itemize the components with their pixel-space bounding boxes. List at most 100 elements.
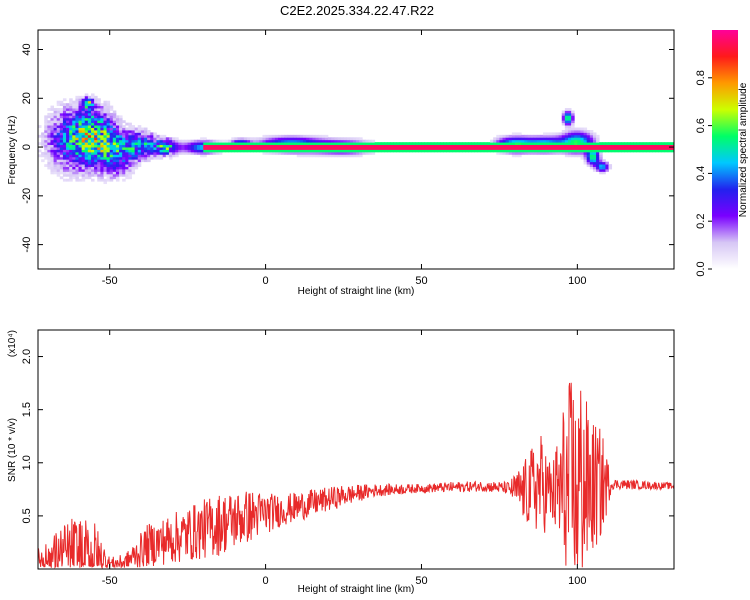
heatmap-cell: [84, 142, 89, 146]
heatmap-cell: [564, 137, 569, 141]
heatmap-cell: [156, 154, 160, 158]
heatmap-cell: [119, 120, 123, 124]
heatmap-cell: [596, 149, 600, 153]
heatmap-cell: [122, 151, 126, 155]
heatmap-cell: [62, 115, 67, 119]
heatmap-cell: [72, 176, 76, 180]
heatmap-cell: [47, 139, 51, 143]
heatmap-cell: [81, 100, 86, 104]
heatmap-cell: [78, 147, 83, 150]
heatmap-cell: [184, 151, 189, 155]
heatmap-cell: [465, 149, 469, 153]
heatmap-cell: [296, 137, 301, 141]
heatmap-cell: [162, 134, 167, 138]
heatmap-cell: [153, 132, 157, 136]
heatmap-cell: [131, 137, 136, 141]
heatmap-cell: [181, 144, 185, 148]
heatmap-cell: [78, 139, 83, 143]
heatmap-cell: [69, 134, 73, 138]
heatmap-cell: [667, 144, 672, 148]
heatmap-cell: [284, 149, 288, 153]
heatmap-cell: [178, 142, 182, 146]
heatmap-cell: [109, 142, 114, 146]
heatmap-cell: [106, 100, 111, 104]
heatmap-cell: [81, 129, 86, 133]
heatmap-cell: [502, 147, 507, 150]
heatmap-cell: [268, 149, 273, 153]
heatmap-cell: [47, 154, 51, 158]
heatmap-cell: [97, 127, 101, 131]
heatmap-cell: [159, 144, 164, 148]
heatmap-cell: [624, 149, 628, 153]
heatmap-cell: [131, 139, 136, 143]
heatmap-cell: [59, 110, 64, 114]
heatmap-cell: [630, 149, 634, 153]
heatmap-cell: [321, 147, 326, 150]
heatmap-cell: [84, 164, 89, 167]
heatmap-cell: [47, 137, 51, 141]
heatmap-cell: [78, 98, 83, 102]
heatmap-cell: [159, 149, 164, 153]
heatmap-cell: [66, 105, 70, 109]
heatmap-cell: [75, 147, 79, 150]
heatmap-cell: [87, 127, 92, 131]
heatmap-cell: [75, 137, 79, 141]
heatmap-cell: [552, 142, 556, 146]
heatmap-cell: [561, 129, 566, 133]
heatmap-cell: [437, 149, 441, 153]
heatmap-cell: [187, 142, 192, 146]
heatmap-cell: [119, 169, 123, 172]
heatmap-cell: [312, 151, 316, 155]
heatmap-cell: [592, 147, 597, 150]
heatmap-cell: [568, 134, 572, 138]
heatmap-cell: [197, 149, 201, 153]
heatmap-cell: [299, 154, 304, 158]
heatmap-cell: [237, 139, 242, 143]
heatmap-cell: [190, 144, 195, 148]
heatmap-cell: [56, 127, 61, 131]
heatmap-cell: [505, 149, 510, 153]
heatmap-cell: [78, 122, 83, 126]
heatmap-cell: [633, 144, 637, 148]
heatmap-cell: [69, 108, 73, 111]
heatmap-cell: [405, 142, 410, 146]
heatmap-cell: [371, 142, 376, 146]
heatmap-cell: [128, 142, 132, 146]
heatmap-cell: [533, 147, 538, 150]
heatmap-cell: [502, 149, 507, 153]
heatmap-cell: [452, 144, 457, 148]
heatmap-cell: [159, 139, 164, 143]
heatmap-cell: [122, 166, 126, 170]
heatmap-cell: [203, 149, 207, 153]
heatmap-cell: [103, 149, 107, 153]
heatmap-cell: [443, 144, 447, 148]
heatmap-cell: [564, 154, 569, 158]
colorbar-tick-label: 0.4: [695, 166, 707, 181]
heatmap-cell: [571, 132, 575, 136]
heatmap-cell: [524, 139, 528, 143]
heatmap-cell: [75, 105, 79, 109]
heatmap-cell: [50, 127, 54, 131]
heatmap-cell: [62, 103, 67, 106]
heatmap-cell: [115, 142, 120, 146]
heatmap-cell: [175, 137, 179, 141]
heatmap-cell: [97, 120, 101, 124]
heatmap-cell: [41, 134, 45, 138]
heatmap-cell: [115, 156, 120, 160]
heatmap-cell: [667, 142, 672, 146]
heatmap-cell: [94, 154, 98, 158]
heatmap-cell: [343, 147, 348, 150]
heatmap-cell: [106, 127, 111, 131]
heatmap-cell: [284, 137, 288, 141]
heatmap-cell: [418, 149, 422, 153]
heatmap-cell: [134, 159, 139, 163]
heatmap-cell: [599, 159, 603, 163]
heatmap-cell: [649, 144, 653, 148]
heatmap-cell: [296, 134, 301, 138]
heatmap-cell: [44, 132, 48, 136]
heatmap-cell: [97, 115, 101, 119]
heatmap-cell: [552, 139, 556, 143]
heatmap-cell: [352, 144, 357, 148]
heatmap-cell: [56, 112, 61, 116]
